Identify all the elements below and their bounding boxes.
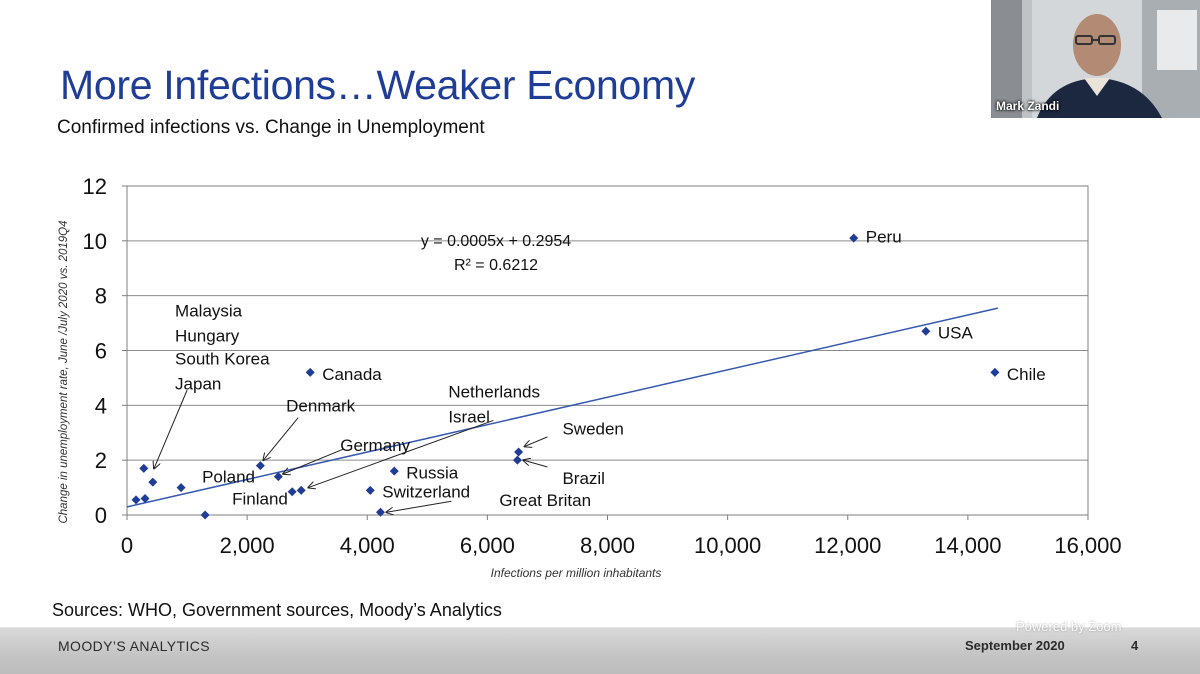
country-labels: Peru USA Chile Canada Sweden Brazil RussiaSwit… — [175, 228, 1046, 510]
slide-subtitle: Confirmed infections vs. Change in Unemp… — [57, 117, 485, 138]
annotation-arrows — [154, 390, 548, 512]
slide-title: More Infections…Weaker Economy — [60, 62, 696, 108]
data-point — [389, 466, 399, 476]
x-tick-label: 10,000 — [694, 533, 761, 558]
country-label: Germany — [340, 436, 410, 455]
country-label: Denmark — [286, 396, 355, 415]
data-points — [131, 233, 1000, 520]
data-point — [131, 495, 141, 505]
country-label: South Korea — [175, 350, 270, 369]
country-label: Finland — [232, 490, 288, 509]
trendline — [126, 307, 999, 508]
country-label: Poland — [202, 468, 255, 487]
data-point — [176, 483, 186, 493]
data-point — [921, 326, 931, 336]
footer-brand: MOODY’S ANALYTICS — [58, 638, 211, 654]
data-point — [139, 463, 149, 473]
x-tick-label: 12,000 — [814, 533, 881, 558]
gridlines — [127, 240, 1088, 461]
webcam-video-tile[interactable]: Mark Zandi — [991, 0, 1200, 118]
trendline-r-squared: R² = 0.6212 — [454, 257, 538, 274]
data-point — [514, 447, 524, 457]
zoom-watermark: Powered by Zoom — [1016, 619, 1122, 634]
trendline-group — [126, 307, 999, 508]
country-label: Netherlands — [448, 383, 540, 402]
y-tick-label: 2 — [95, 448, 107, 473]
country-label: Switzerland — [382, 483, 470, 502]
data-point — [140, 494, 150, 504]
presenter-video-icon — [992, 0, 1200, 118]
annotation-arrow — [525, 436, 548, 447]
country-label: Canada — [322, 365, 382, 384]
annotation-arrow — [263, 417, 299, 460]
y-tick-label: 12 — [83, 174, 107, 199]
y-tick-label: 4 — [95, 393, 107, 418]
country-label: Sweden — [562, 420, 623, 439]
country-label: Brazil — [562, 469, 605, 488]
annotation-arrow — [154, 390, 188, 468]
x-tick-label: 6,000 — [460, 533, 515, 558]
annotation-arrow — [386, 500, 452, 512]
participant-name: Mark Zandi — [996, 99, 1060, 113]
country-label: Chile — [1007, 365, 1046, 384]
scatter-chart: 0 2 4 6 8 10 12 0 2,000 4,000 6,000 8,000 10,000 12,0… — [58, 174, 1122, 580]
country-label: Israel — [448, 407, 490, 426]
trendline-equation: y = 0.0005x + 0.2954 — [421, 233, 571, 250]
x-tick-label: 4,000 — [340, 533, 395, 558]
data-point — [255, 461, 265, 471]
data-point — [305, 367, 315, 377]
data-point — [148, 477, 158, 487]
y-tick-label: 10 — [83, 229, 107, 254]
x-tick-label: 2,000 — [220, 533, 275, 558]
data-point — [990, 367, 1000, 377]
page-number: 4 — [1131, 638, 1139, 653]
data-point — [273, 472, 283, 482]
footer-date: September 2020 — [965, 638, 1065, 653]
data-point — [200, 510, 210, 520]
country-label: Japan — [175, 374, 221, 393]
data-point — [296, 485, 306, 495]
annotation-arrow — [523, 460, 548, 468]
x-axis-label: Infections per million inhabitants — [491, 566, 662, 580]
country-label: Great Britan — [499, 491, 591, 510]
country-label: Malaysia — [175, 302, 243, 321]
x-tick-label: 0 — [121, 533, 133, 558]
data-point — [375, 507, 385, 517]
annotation-arrow — [283, 448, 344, 474]
data-point — [365, 485, 375, 495]
y-tick-label: 0 — [95, 503, 107, 528]
sources-note: Sources: WHO, Government sources, Moody’… — [52, 600, 502, 620]
country-label: Hungary — [175, 326, 240, 345]
x-tick-label: 14,000 — [934, 533, 1001, 558]
x-tick-label: 16,000 — [1054, 533, 1121, 558]
footer-bar: MOODY’S ANALYTICS September 2020 4 — [0, 627, 1200, 674]
data-point — [512, 455, 522, 465]
y-tick-label: 6 — [95, 339, 107, 364]
country-label: Russia — [406, 464, 459, 483]
country-label: USA — [938, 324, 974, 343]
annotation-arrow — [308, 419, 494, 487]
y-axis-label: Change in unemployment rate, June /July … — [58, 220, 70, 523]
data-point — [849, 233, 859, 243]
axis-ticks: 0 2 4 6 8 10 12 0 2,000 4,000 6,000 8,000 10,000 12,0… — [83, 174, 1122, 558]
y-tick-label: 8 — [95, 284, 107, 309]
x-tick-label: 8,000 — [580, 533, 635, 558]
data-point — [287, 487, 297, 497]
country-label: Peru — [866, 228, 902, 247]
